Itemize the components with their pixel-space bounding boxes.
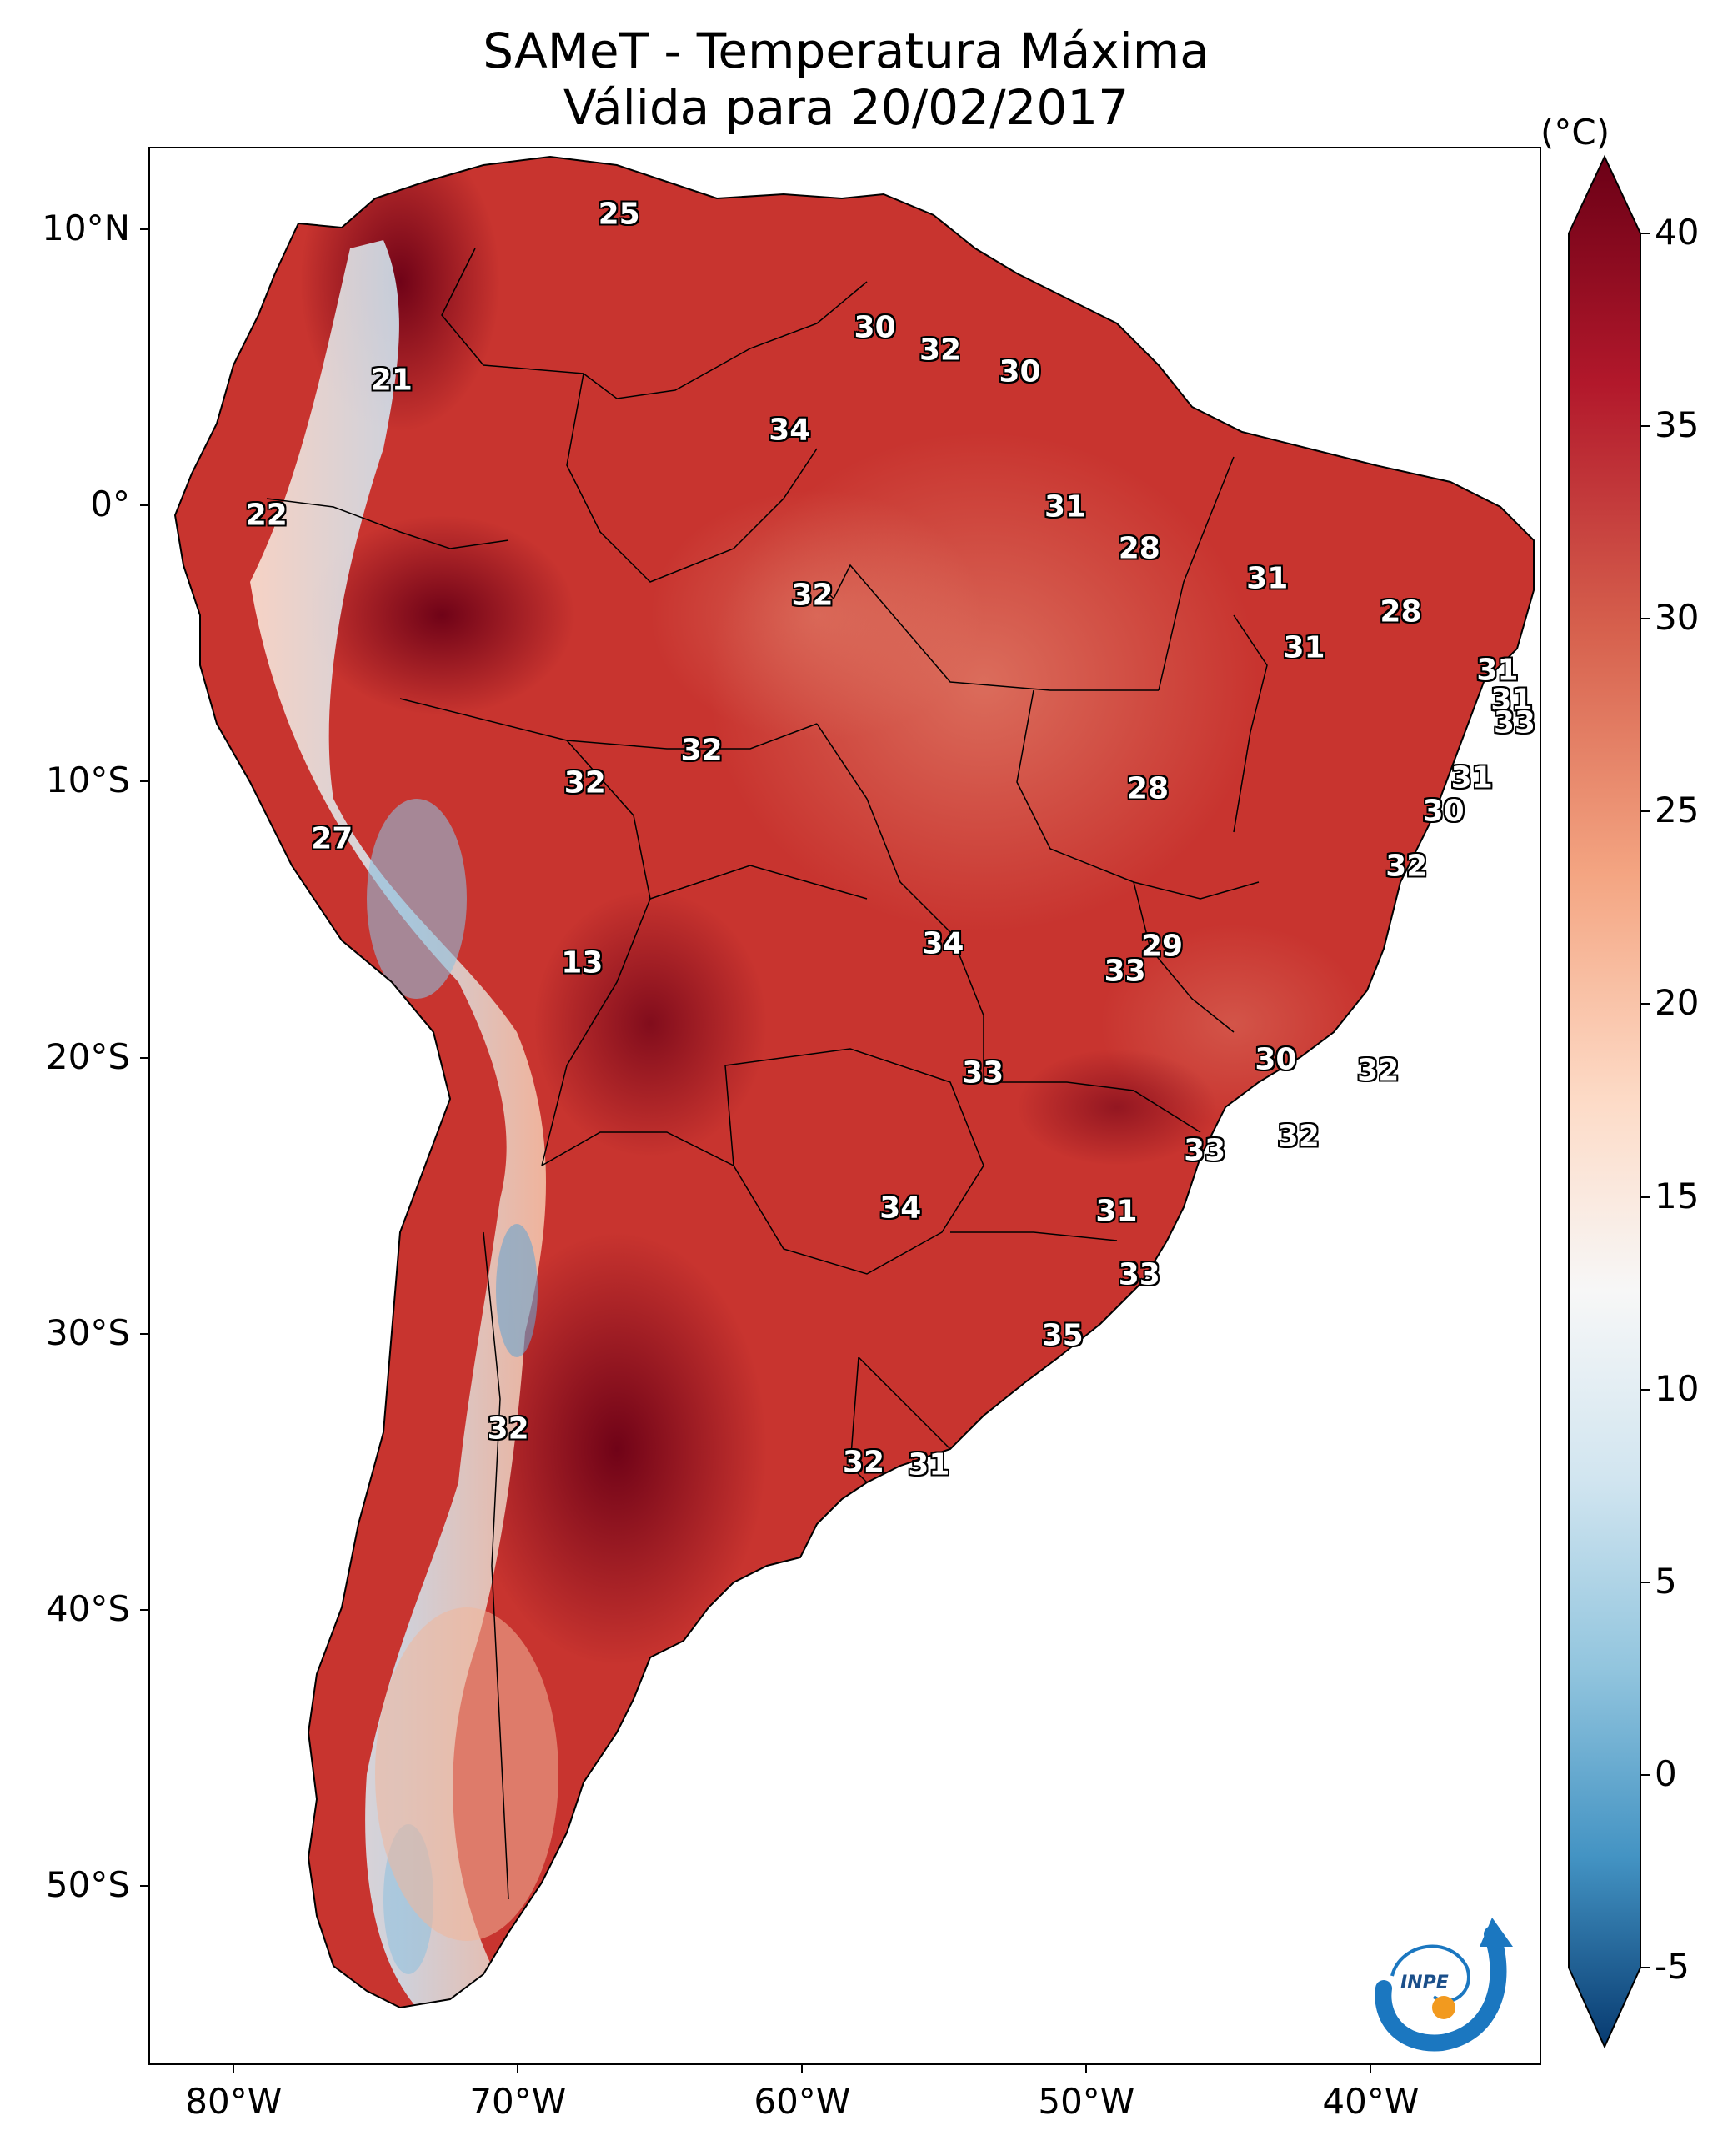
map-panel[interactable]: 25 30 32 30 21 34 22 31 28 32 31 28 31 31 31 33 32 32 31 28… xyxy=(148,147,1541,2065)
temperature-value-label: 33 xyxy=(962,1055,1004,1091)
longitude-label: 80°W xyxy=(185,2081,283,2122)
temperature-value-label: 25 xyxy=(598,197,640,232)
colorbar-tick xyxy=(1640,233,1650,234)
temperature-value-label: 31 xyxy=(908,1447,950,1482)
temperature-value-label: 30 xyxy=(854,310,896,345)
inpe-logo: INPE xyxy=(1375,1918,1513,2052)
temperature-value-label: 32 xyxy=(487,1411,529,1447)
colorbar-tick xyxy=(1640,1196,1650,1198)
latitude-label: 40°S xyxy=(45,1587,130,1629)
temperature-value-label: 21 xyxy=(370,363,413,398)
latitude-tick xyxy=(140,228,148,231)
colorbar-tick xyxy=(1640,1388,1650,1391)
temperature-value-label: 34 xyxy=(879,1191,922,1226)
temperature-value-label: 32 xyxy=(563,765,606,800)
colorbar-tick xyxy=(1640,425,1650,428)
temperature-value-label: 29 xyxy=(1140,929,1184,964)
temperature-value-label: 32 xyxy=(842,1445,885,1480)
longitude-tick xyxy=(1085,2065,1088,2073)
temperature-value-label: 30 xyxy=(999,354,1041,389)
latitude-tick xyxy=(140,780,148,783)
colorbar-tick-label: 40 xyxy=(1655,212,1700,253)
temperature-value-label: 35 xyxy=(1041,1318,1084,1353)
temperature-value-label: 34 xyxy=(769,413,811,448)
longitude-tick xyxy=(517,2065,519,2073)
temperature-value-label: 32 xyxy=(791,578,834,613)
latitude-tick xyxy=(140,504,148,507)
latitude-label: 10°S xyxy=(45,760,130,801)
temperature-value-label: 31 xyxy=(1246,561,1289,596)
temperature-value-label: 34 xyxy=(922,926,964,960)
latitude-label: 30°S xyxy=(45,1311,130,1353)
colorbar-tick-label: 15 xyxy=(1655,1175,1700,1216)
temperature-value-label: 33 xyxy=(1184,1133,1226,1168)
temperature-value-label: 33 xyxy=(1118,1257,1160,1292)
colorbar-tick-label: -5 xyxy=(1655,1946,1690,1987)
colorbar-tick-label: 35 xyxy=(1655,404,1700,446)
latitude-tick xyxy=(140,1332,148,1335)
latitude-label: 50°S xyxy=(45,1863,130,1905)
temperature-value-label: 28 xyxy=(1118,531,1160,566)
temperature-value-label: 31 xyxy=(1044,489,1087,524)
latitude-tick xyxy=(140,1056,148,1059)
longitude-label: 70°W xyxy=(469,2081,567,2122)
colorbar-tick xyxy=(1640,618,1650,620)
temperature-value-label: 32 xyxy=(919,333,962,368)
temperature-map xyxy=(173,155,1535,2009)
latitude-label: 10°N xyxy=(42,208,130,249)
colorbar-tick-label: 25 xyxy=(1655,790,1700,831)
colorbar-tick xyxy=(1640,810,1650,813)
temperature-value-label: 31 xyxy=(1450,760,1493,795)
latitude-tick xyxy=(140,1884,148,1887)
longitude-tick xyxy=(233,2065,235,2073)
longitude-tick xyxy=(801,2065,804,2073)
colorbar-tick xyxy=(1640,1003,1650,1005)
temperature-value-label: 33 xyxy=(1104,954,1146,989)
temperature-value-label: 13 xyxy=(561,945,604,980)
chart-title: SAMeT - Temperatura Máxima xyxy=(483,23,1210,79)
colorbar-tick-label: 10 xyxy=(1655,1367,1700,1409)
temperature-value-label: 22 xyxy=(245,498,288,533)
temperature-value-label: 28 xyxy=(1126,771,1170,806)
longitude-label: 40°W xyxy=(1322,2081,1420,2122)
colorbar-tick-label: 20 xyxy=(1655,982,1700,1024)
longitude-label: 60°W xyxy=(754,2081,851,2122)
colorbar-tick xyxy=(1640,1967,1650,1968)
temperature-value-label: 31 xyxy=(1095,1194,1138,1229)
temperature-value-label: 32 xyxy=(1385,849,1428,884)
temperature-value-label: 27 xyxy=(311,821,353,856)
temperature-value-label: 31 xyxy=(1490,683,1533,718)
temperature-value-label: 32 xyxy=(680,733,723,768)
latitude-label: 20°S xyxy=(45,1035,130,1077)
temperature-value-label: 30 xyxy=(1255,1042,1297,1077)
temperature-value-label: 28 xyxy=(1380,594,1422,629)
colorbar-unit: (°C) xyxy=(1540,112,1610,153)
colorbar-tick-label: 30 xyxy=(1655,597,1700,639)
longitude-label: 50°W xyxy=(1038,2081,1135,2122)
logo-text: INPE xyxy=(1400,1973,1449,1993)
colorbar-tick xyxy=(1640,1773,1650,1776)
longitude-tick xyxy=(1370,2065,1372,2073)
temperature-value-label: 31 xyxy=(1283,630,1325,665)
colorbar-tick-label: 0 xyxy=(1655,1752,1677,1794)
country-borders xyxy=(266,248,1268,1900)
temperature-value-label: 33 xyxy=(1493,705,1535,740)
chart-subtitle: Válida para 20/02/2017 xyxy=(563,79,1129,136)
temperature-value-label: 30 xyxy=(1422,794,1465,829)
temperature-value-label: 31 xyxy=(1476,653,1519,688)
temperature-value-label: 32 xyxy=(1277,1119,1320,1154)
latitude-label: 0° xyxy=(90,484,130,525)
colorbar-tick-label: 5 xyxy=(1655,1560,1677,1602)
latitude-tick xyxy=(140,1608,148,1611)
colorbar-tick xyxy=(1640,1581,1650,1583)
temperature-value-label: 32 xyxy=(1357,1053,1400,1088)
colorbar xyxy=(1568,154,1641,2049)
temperature-field xyxy=(250,157,1367,2008)
